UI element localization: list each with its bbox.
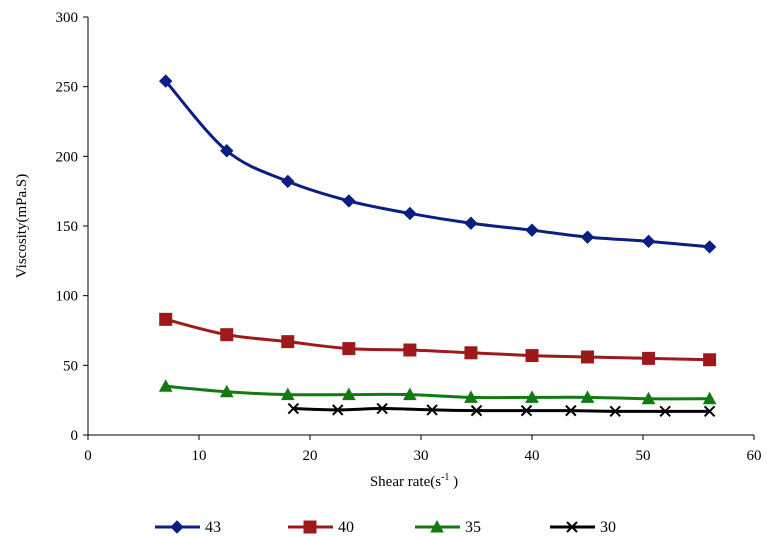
series-line-30 (293, 407, 710, 413)
x-axis-title: Shear rate(s-1 ) (370, 472, 458, 490)
data-point-35 (403, 387, 417, 401)
series-line-40 (165, 317, 710, 362)
series-layer (158, 74, 717, 418)
y-axis-title: Viscosity(mPa.S) (14, 174, 30, 279)
data-point-40 (220, 328, 234, 342)
data-point-43 (580, 230, 595, 244)
data-point-30 (287, 402, 300, 415)
x-tick-label: 40 (525, 448, 540, 464)
data-point-40 (464, 346, 478, 360)
data-point-43 (702, 240, 717, 254)
data-point-40 (642, 351, 656, 365)
y-tick-label: 150 (56, 219, 79, 235)
data-point-35 (219, 384, 234, 398)
data-point-40 (403, 343, 417, 357)
data-point-30 (520, 404, 533, 417)
data-point-30 (376, 402, 388, 415)
legend-item-40: 40 (288, 519, 354, 536)
x-tick-label: 0 (84, 448, 92, 464)
y-tick-label: 0 (71, 428, 79, 444)
series-line-35 (165, 384, 710, 401)
data-point-35 (580, 390, 595, 403)
data-point-30 (470, 404, 483, 417)
legend-marker (566, 521, 578, 533)
series-line-43 (164, 80, 710, 249)
legend: 43 40 35 30 (155, 519, 616, 536)
data-point-40 (281, 335, 295, 349)
data-point-40 (525, 349, 539, 363)
data-point-43 (464, 216, 478, 230)
x-axis-title-suffix: ) (449, 474, 458, 490)
x-axis-title-sup: -1 (441, 472, 449, 483)
legend-item-43: 43 (155, 519, 221, 536)
data-point-35 (158, 379, 173, 392)
data-point-30 (332, 404, 344, 416)
x-tick-label: 30 (414, 448, 429, 464)
y-tick-label: 200 (56, 149, 79, 165)
x-tick-label: 60 (747, 448, 762, 464)
data-point-40 (703, 353, 717, 367)
data-point-30 (659, 405, 671, 418)
legend-marker (303, 520, 317, 534)
series-40 (159, 312, 717, 367)
legend-marker (170, 520, 184, 534)
data-point-30 (426, 404, 438, 416)
data-point-30 (565, 404, 577, 417)
legend-label: 43 (205, 519, 221, 536)
legend-item-30: 30 (550, 519, 616, 536)
data-point-43 (158, 74, 173, 88)
data-point-30 (609, 405, 621, 418)
data-point-35 (280, 387, 295, 401)
data-point-43 (220, 144, 234, 158)
data-point-43 (281, 174, 295, 189)
data-point-43 (525, 223, 539, 237)
legend-label: 30 (600, 519, 616, 536)
legend-label: 35 (465, 519, 481, 536)
legend-item-35: 35 (415, 519, 481, 536)
data-point-35 (464, 390, 478, 403)
series-43 (158, 74, 717, 254)
x-tick-label: 10 (192, 448, 207, 464)
series-30 (287, 402, 716, 418)
legend-marker (430, 519, 444, 533)
data-point-35 (525, 390, 539, 403)
data-point-40 (581, 350, 594, 364)
axes: 0 50 100 150 200 250 300 0 10 20 30 40 50 60 (56, 10, 762, 464)
x-tick-label: 50 (636, 448, 651, 464)
y-tick-label: 50 (63, 358, 78, 374)
data-point-35 (641, 391, 656, 405)
y-tick-label: 100 (56, 289, 79, 305)
y-tick-label: 300 (56, 10, 79, 26)
series-35 (158, 379, 717, 405)
data-point-30 (703, 405, 716, 418)
data-point-43 (403, 206, 417, 221)
x-tick-label: 20 (303, 448, 318, 464)
legend-label: 40 (338, 519, 354, 536)
data-point-35 (702, 391, 717, 405)
data-point-43 (342, 194, 356, 208)
x-axis-title-main: Shear rate(s (370, 474, 441, 490)
data-point-35 (342, 387, 356, 401)
data-point-40 (342, 342, 356, 356)
y-tick-label: 250 (56, 80, 79, 96)
data-point-43 (641, 234, 656, 249)
data-point-40 (159, 312, 173, 326)
